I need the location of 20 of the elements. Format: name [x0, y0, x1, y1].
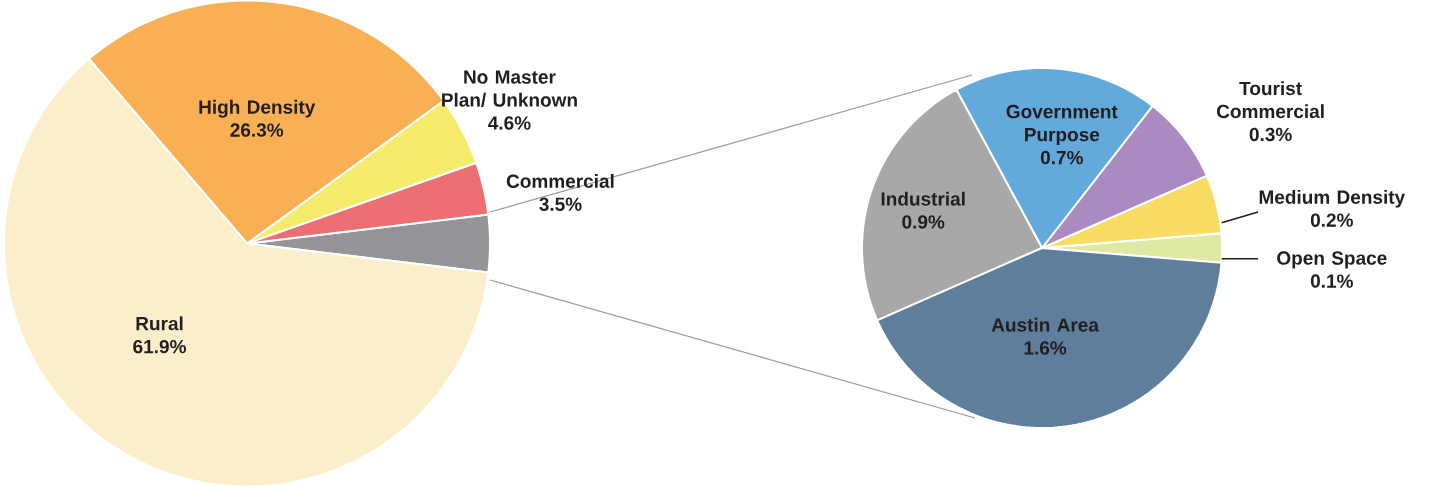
data-label: 0.2% [1310, 213, 1353, 227]
data-label: 61.9% [133, 339, 186, 354]
slice-label: Rural [136, 316, 183, 331]
slice-label: High Density [199, 99, 316, 118]
slice-label: No Master Plan/ Unknown [442, 70, 577, 107]
slice-label: Open Space [1277, 251, 1387, 269]
slice-label: Tourist Commercial [1217, 81, 1324, 119]
slice-label: Commercial [506, 173, 614, 188]
data-label: 0.1% [1310, 274, 1353, 288]
data-label: 3.5% [539, 197, 582, 211]
data-label: 0.3% [1249, 127, 1292, 142]
slice-label: Medium Density [1259, 189, 1406, 208]
data-label: 0.7% [1040, 150, 1083, 165]
data-label: 1.6% [1024, 341, 1067, 355]
data-label: 26.3% [230, 123, 284, 137]
slice-label: Government Purpose [1006, 104, 1118, 146]
data-label: 0.9% [902, 215, 945, 229]
slice-label: Industrial [881, 191, 965, 206]
data-label: 4.6% [488, 116, 531, 130]
slice-label: Austin Area [991, 317, 1100, 332]
